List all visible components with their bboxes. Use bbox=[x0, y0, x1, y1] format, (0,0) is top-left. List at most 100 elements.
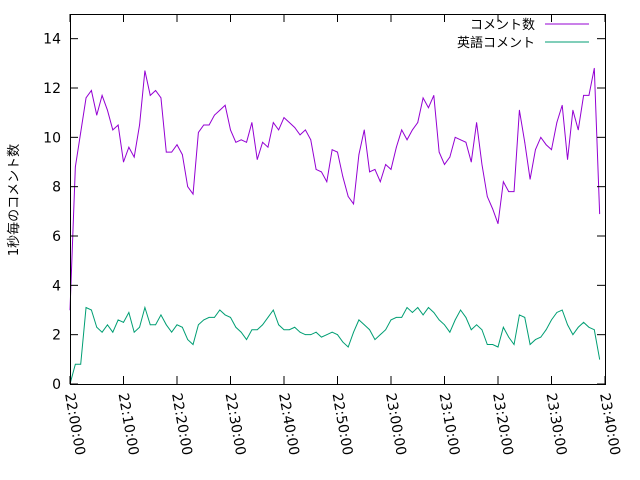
data-point bbox=[363, 129, 365, 131]
plot-frame bbox=[70, 14, 606, 385]
x-tick-label: 22:00:00 bbox=[61, 392, 88, 457]
data-point bbox=[299, 331, 301, 333]
data-point bbox=[406, 307, 408, 308]
data-point bbox=[588, 326, 590, 328]
data-point bbox=[358, 319, 360, 321]
data-point bbox=[224, 314, 226, 316]
data-point bbox=[444, 164, 445, 165]
data-point bbox=[288, 329, 290, 331]
data-point bbox=[198, 132, 199, 133]
data-point bbox=[171, 151, 173, 153]
data-point bbox=[417, 307, 419, 308]
data-point bbox=[251, 122, 253, 123]
data-point bbox=[433, 312, 435, 313]
data-point bbox=[470, 161, 472, 163]
data-point bbox=[267, 146, 269, 148]
data-point bbox=[321, 336, 322, 338]
data-point bbox=[256, 159, 258, 160]
data-point bbox=[390, 169, 392, 170]
data-point bbox=[101, 331, 103, 333]
y-tick-label: 8 bbox=[52, 180, 61, 196]
data-point bbox=[262, 141, 263, 143]
data-point bbox=[363, 324, 365, 326]
data-point bbox=[117, 124, 119, 126]
data-point bbox=[593, 329, 595, 331]
data-point bbox=[470, 329, 472, 331]
y-axis: 0 2 4 6 8 10 12 14 bbox=[43, 32, 605, 393]
data-point bbox=[577, 129, 579, 131]
data-point bbox=[85, 97, 87, 99]
data-point bbox=[305, 129, 306, 131]
data-point bbox=[144, 307, 146, 308]
data-point bbox=[80, 132, 82, 133]
data-point bbox=[337, 334, 338, 336]
data-point bbox=[369, 329, 370, 331]
data-point bbox=[139, 326, 140, 328]
data-point bbox=[438, 319, 440, 321]
data-point bbox=[337, 151, 338, 153]
data-point bbox=[508, 191, 510, 193]
data-point bbox=[401, 317, 403, 318]
y-tick-label: 14 bbox=[43, 32, 61, 48]
data-point bbox=[192, 193, 194, 195]
data-point bbox=[577, 326, 579, 328]
data-point bbox=[529, 178, 531, 180]
data-point bbox=[331, 331, 333, 333]
data-point bbox=[513, 191, 515, 193]
data-point bbox=[385, 329, 387, 331]
data-point bbox=[294, 326, 296, 328]
data-point bbox=[139, 124, 140, 126]
data-point bbox=[556, 122, 558, 123]
y-tick-label: 6 bbox=[52, 229, 61, 245]
data-point bbox=[481, 329, 483, 331]
data-point bbox=[428, 307, 429, 308]
data-point bbox=[176, 324, 178, 326]
data-point bbox=[203, 124, 205, 126]
data-point bbox=[519, 109, 520, 111]
data-point bbox=[347, 346, 349, 348]
data-point bbox=[599, 213, 601, 215]
data-point bbox=[155, 90, 157, 91]
data-point bbox=[561, 104, 563, 106]
data-point bbox=[294, 127, 296, 128]
data-point bbox=[230, 317, 231, 318]
data-point bbox=[133, 331, 135, 333]
data-point bbox=[214, 114, 215, 116]
data-point bbox=[454, 136, 456, 138]
data-point bbox=[502, 181, 504, 183]
data-point bbox=[272, 309, 274, 311]
data-point bbox=[214, 317, 215, 318]
data-point bbox=[203, 319, 205, 321]
data-point bbox=[288, 122, 290, 123]
data-point bbox=[208, 124, 210, 126]
data-point bbox=[422, 314, 424, 316]
data-point bbox=[567, 159, 568, 160]
data-point bbox=[529, 344, 531, 345]
data-point bbox=[219, 109, 221, 111]
data-point bbox=[85, 307, 87, 308]
data-point bbox=[278, 129, 280, 131]
data-point bbox=[117, 319, 119, 321]
data-point bbox=[497, 346, 499, 348]
data-point bbox=[235, 326, 237, 328]
x-tick-label: 23:40:00 bbox=[596, 392, 623, 457]
data-point bbox=[123, 321, 124, 323]
data-point bbox=[513, 344, 515, 345]
data-point bbox=[91, 90, 92, 91]
data-point bbox=[133, 156, 135, 158]
data-point bbox=[379, 334, 381, 336]
y-tick-label: 4 bbox=[52, 278, 61, 294]
data-point bbox=[412, 129, 413, 131]
data-point bbox=[417, 122, 419, 123]
data-point bbox=[149, 324, 151, 326]
data-point bbox=[572, 334, 574, 336]
data-point bbox=[449, 331, 451, 333]
data-point bbox=[74, 166, 76, 168]
data-point bbox=[465, 317, 467, 318]
data-point bbox=[567, 324, 568, 326]
data-point bbox=[171, 331, 173, 333]
data-point bbox=[353, 203, 354, 205]
data-point bbox=[358, 154, 360, 156]
data-point bbox=[112, 129, 114, 131]
